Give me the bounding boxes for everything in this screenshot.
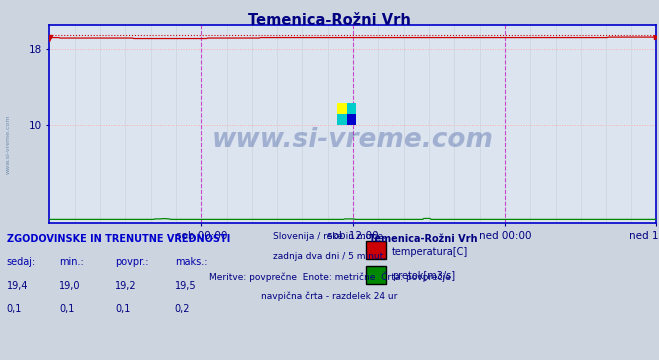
Text: Temenica-Rožni Vrh: Temenica-Rožni Vrh [369,234,478,244]
Text: min.:: min.: [59,257,84,267]
Text: Meritve: povprečne  Enote: metrične  Črta: povprečje: Meritve: povprečne Enote: metrične Črta:… [209,272,450,282]
Text: 19,5: 19,5 [175,281,196,291]
Text: Slovenija / reke in morje.: Slovenija / reke in morje. [273,232,386,241]
Text: maks.:: maks.: [175,257,207,267]
Text: zadnja dva dni / 5 minut.: zadnja dva dni / 5 minut. [273,252,386,261]
Text: povpr.:: povpr.: [115,257,149,267]
Text: 0,1: 0,1 [7,304,22,314]
Text: 19,2: 19,2 [115,281,137,291]
Text: 0,2: 0,2 [175,304,190,314]
Text: 0,1: 0,1 [59,304,74,314]
Text: navpična črta - razdelek 24 ur: navpična črta - razdelek 24 ur [262,292,397,301]
Text: Temenica-Rožni Vrh: Temenica-Rožni Vrh [248,13,411,28]
Text: 0,1: 0,1 [115,304,130,314]
Text: www.si-vreme.com: www.si-vreme.com [5,114,11,174]
Text: sedaj:: sedaj: [7,257,36,267]
Text: ZGODOVINSKE IN TRENUTNE VREDNOSTI: ZGODOVINSKE IN TRENUTNE VREDNOSTI [7,234,230,244]
Text: 19,0: 19,0 [59,281,81,291]
Text: 19,4: 19,4 [7,281,28,291]
Text: pretok[m3/s]: pretok[m3/s] [392,271,455,282]
Text: temperatura[C]: temperatura[C] [392,247,469,257]
Text: www.si-vreme.com: www.si-vreme.com [212,127,494,153]
